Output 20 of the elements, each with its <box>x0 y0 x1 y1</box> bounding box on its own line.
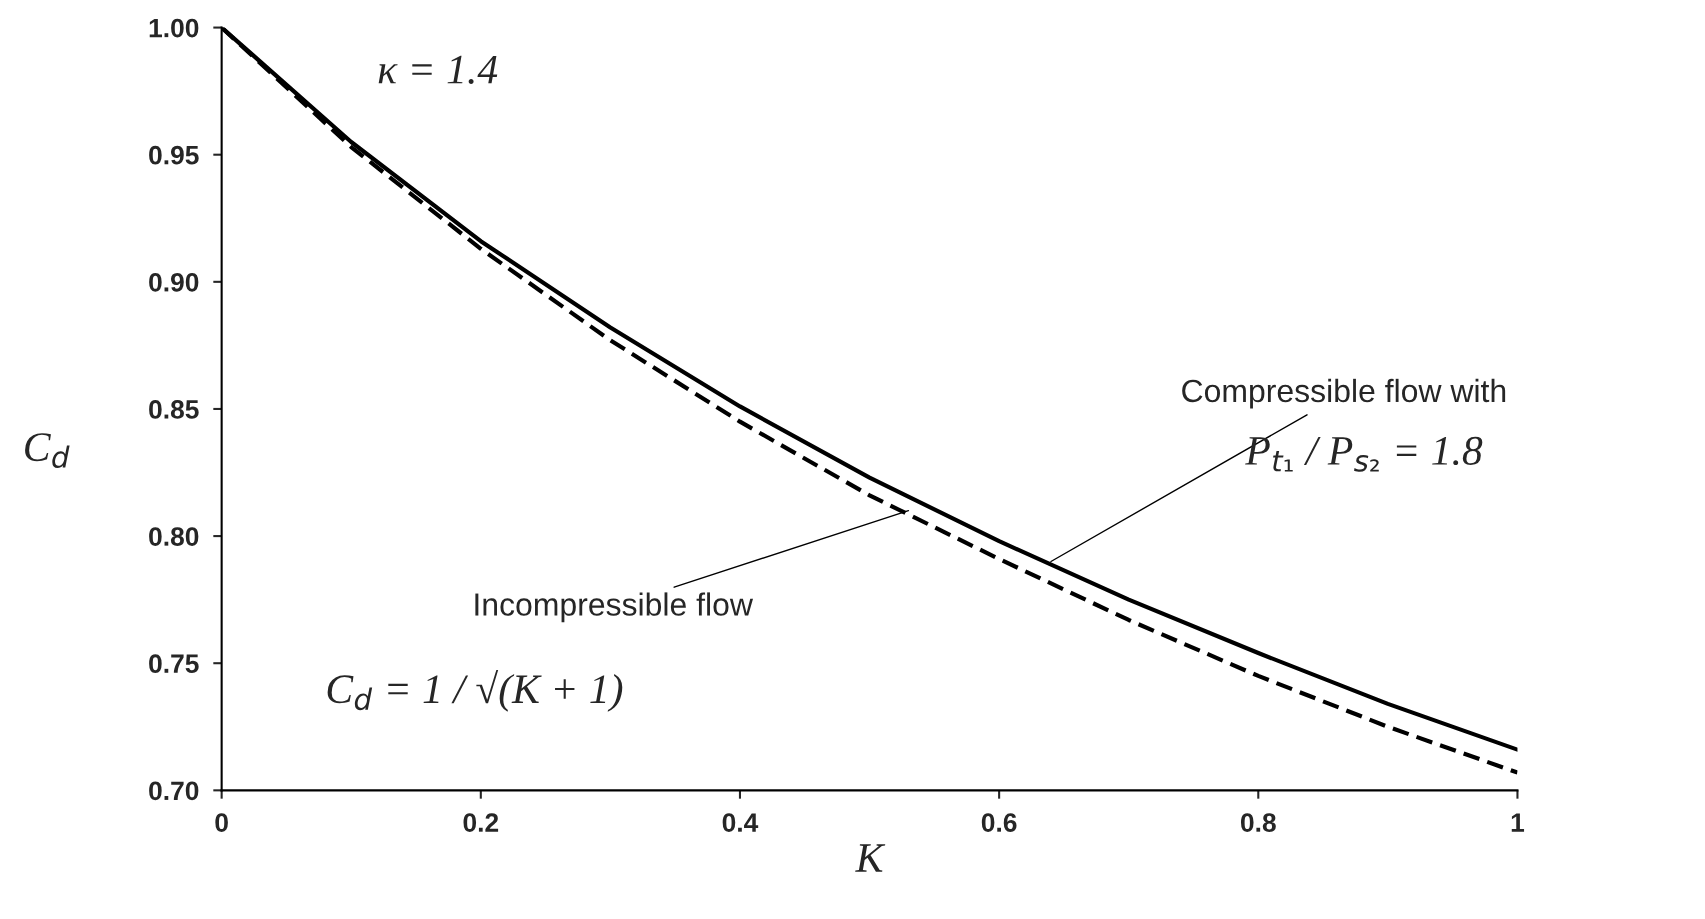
y-axis-title: C$_{d}$ <box>25 433 70 469</box>
x-tick-label: 0.4 <box>722 813 759 832</box>
annotation: Compressible flow with <box>1182 378 1506 409</box>
x-tick-label: 0.8 <box>1240 813 1276 832</box>
y-tick-label: 0.85 <box>149 400 199 419</box>
x-tick-label: 0.6 <box>981 813 1017 832</box>
annotation: P$_{t₁}$ / P$_{s₂}$ = 1.8 <box>1245 436 1483 472</box>
x-tick-label: 1 <box>1511 813 1525 832</box>
y-tick-label: 0.70 <box>149 781 199 801</box>
annotation: κ = 1.4 <box>378 55 498 84</box>
y-tick-label: 1.00 <box>149 18 199 38</box>
x-tick-label: 0.2 <box>463 813 499 832</box>
y-tick-label: 0.90 <box>149 272 199 292</box>
x-axis-title: K <box>855 844 886 872</box>
y-tick-label: 0.80 <box>149 527 199 546</box>
annotation: C$_{d}$ = 1 / √(K + 1) <box>327 669 623 712</box>
y-tick-label: 0.75 <box>149 654 199 674</box>
annotation: Incompressible flow <box>475 592 754 623</box>
x-tick-label: 0 <box>215 813 228 832</box>
y-tick-label: 0.95 <box>149 145 199 165</box>
